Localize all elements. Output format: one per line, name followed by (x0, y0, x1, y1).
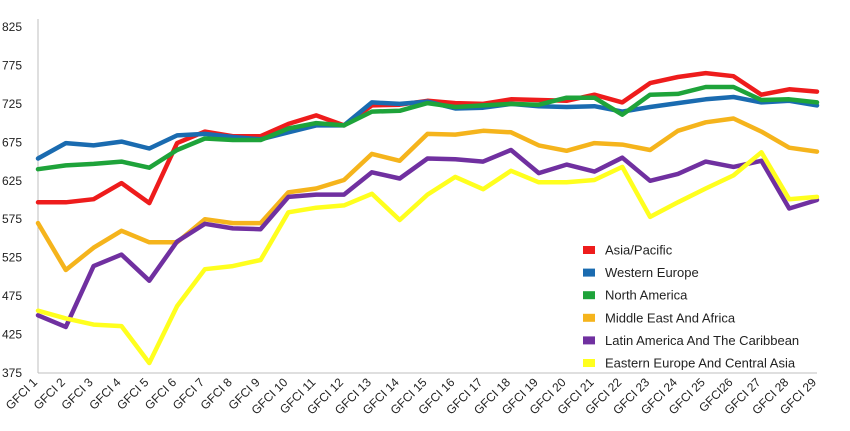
series-line-3 (35, 116, 820, 273)
y-tick-label: 625 (2, 174, 22, 188)
legend-swatch (583, 291, 595, 300)
legend-swatch (583, 246, 595, 254)
legend-swatch (583, 313, 595, 322)
legend-label: Western Europe (605, 265, 699, 280)
y-tick-label: 375 (2, 366, 22, 380)
legend-label: Middle East And Africa (605, 310, 736, 325)
y-tick-label: 775 (2, 58, 22, 72)
y-tick-label: 425 (2, 328, 22, 342)
legend-label: Eastern Europe And Central Asia (605, 356, 796, 371)
y-tick-label: 525 (2, 251, 22, 265)
legend-swatch (583, 359, 595, 367)
series-line-5 (35, 150, 820, 366)
legend: Asia/Pacific Western Europe North America M… (583, 243, 799, 371)
legend-label: North America (605, 288, 688, 303)
y-tick-label: 725 (2, 97, 22, 111)
y-tick-label: 575 (2, 212, 22, 226)
series-line-2 (35, 84, 820, 172)
series-line-4 (35, 147, 820, 330)
series-line-0 (35, 70, 820, 206)
legend-swatch (583, 268, 595, 277)
y-axis: 375 425 475 525 575 625 675 725 775 825 (2, 19, 39, 380)
series-line-1 (35, 94, 820, 161)
y-tick-label: 675 (2, 135, 22, 149)
legend-label: Asia/Pacific (605, 243, 673, 258)
y-tick-label: 475 (2, 289, 22, 303)
legend-label: Latin America And The Caribbean (605, 333, 799, 348)
series-layer (35, 70, 820, 366)
y-tick-label: 825 (2, 20, 22, 34)
legend-swatch (583, 336, 595, 345)
